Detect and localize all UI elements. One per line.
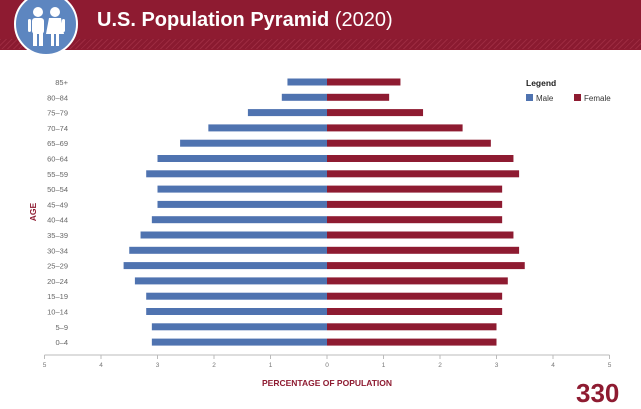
bar-female xyxy=(327,124,463,132)
x-axis-title: PERCENTAGE OF POPULATION xyxy=(262,378,392,388)
bar-male xyxy=(134,277,327,285)
bar-male xyxy=(151,216,327,224)
x-tick-label: 1 xyxy=(382,362,386,369)
legend-swatch-male xyxy=(526,94,533,101)
x-tick-label: 4 xyxy=(551,362,555,369)
y-axis-title: AGE xyxy=(28,202,38,221)
bar-male xyxy=(208,124,327,132)
bar-female xyxy=(327,292,503,300)
bar-male xyxy=(151,323,327,331)
bar-female xyxy=(327,277,508,285)
bar-female xyxy=(327,246,520,254)
y-tick-label: 80–84 xyxy=(47,93,68,102)
x-tick-label: 4 xyxy=(99,362,103,369)
bar-female xyxy=(327,200,503,208)
legend-title: Legend xyxy=(526,78,556,88)
header-banner: U.S. Population Pyramid (2020) xyxy=(0,0,641,56)
header-stripe xyxy=(0,39,641,49)
page-title: U.S. Population Pyramid (2020) xyxy=(97,9,393,35)
y-tick-label: 40–44 xyxy=(47,216,68,225)
y-tick-label: 50–54 xyxy=(47,185,68,194)
bar-male xyxy=(247,109,327,117)
bar-female xyxy=(327,216,503,224)
bar-female xyxy=(327,185,503,193)
y-tick-label: 10–14 xyxy=(47,308,68,317)
bar-male xyxy=(151,338,327,346)
bar-male xyxy=(146,292,327,300)
bar-male xyxy=(180,139,327,147)
population-pyramid-chart: 85+80–8475–7970–7465–6960–6455–5950–5445… xyxy=(28,78,612,388)
y-tick-label: 25–29 xyxy=(47,262,68,271)
bar-female xyxy=(327,323,497,331)
y-tick-label: 70–74 xyxy=(47,124,68,133)
bar-female xyxy=(327,109,424,117)
x-tick-label: 0 xyxy=(325,362,329,369)
page-number: 330 xyxy=(576,378,620,408)
y-tick-label: 5–9 xyxy=(55,323,68,332)
x-tick-label: 3 xyxy=(156,362,160,369)
bar-female xyxy=(327,170,520,178)
x-tick-label: 2 xyxy=(212,362,216,369)
y-tick-label: 35–39 xyxy=(47,231,68,240)
legend-swatch-female xyxy=(574,94,581,101)
x-tick-label: 2 xyxy=(438,362,442,369)
y-tick-label: 55–59 xyxy=(47,170,68,179)
bar-female xyxy=(327,308,503,315)
bar-male xyxy=(146,308,327,315)
y-tick-label: 60–64 xyxy=(47,155,68,164)
x-tick-label: 1 xyxy=(269,362,273,369)
y-tick-label: 75–79 xyxy=(47,109,68,118)
y-tick-label: 45–49 xyxy=(47,200,68,209)
x-tick-label: 5 xyxy=(608,362,612,369)
bar-male xyxy=(140,231,327,239)
title-year: (2020) xyxy=(334,9,393,31)
bar-male xyxy=(281,93,327,101)
bar-male xyxy=(157,200,327,208)
y-tick-label: 20–24 xyxy=(47,277,68,286)
y-tick-label: 0–4 xyxy=(55,338,68,347)
bar-female xyxy=(327,93,390,101)
bar-female xyxy=(327,78,401,86)
bar-female xyxy=(327,338,497,346)
bar-male xyxy=(287,78,327,86)
legend-label-female: Female xyxy=(584,94,611,103)
legend-label-male: Male xyxy=(536,94,554,103)
bar-male xyxy=(123,262,327,270)
title-main: U.S. Population Pyramid xyxy=(97,9,330,31)
bar-female xyxy=(327,155,514,162)
y-tick-label: 65–69 xyxy=(47,139,68,148)
bar-male xyxy=(157,185,327,193)
bar-female xyxy=(327,262,525,270)
x-tick-label: 3 xyxy=(495,362,499,369)
y-tick-label: 85+ xyxy=(55,78,68,87)
y-tick-label: 30–34 xyxy=(47,246,68,255)
bar-male xyxy=(146,170,327,178)
x-tick-label: 5 xyxy=(43,362,47,369)
bar-male xyxy=(157,155,327,162)
family-icon xyxy=(14,0,78,56)
bar-female xyxy=(327,231,514,239)
bar-male xyxy=(129,246,327,254)
bar-female xyxy=(327,139,491,147)
y-tick-label: 15–19 xyxy=(47,292,68,301)
